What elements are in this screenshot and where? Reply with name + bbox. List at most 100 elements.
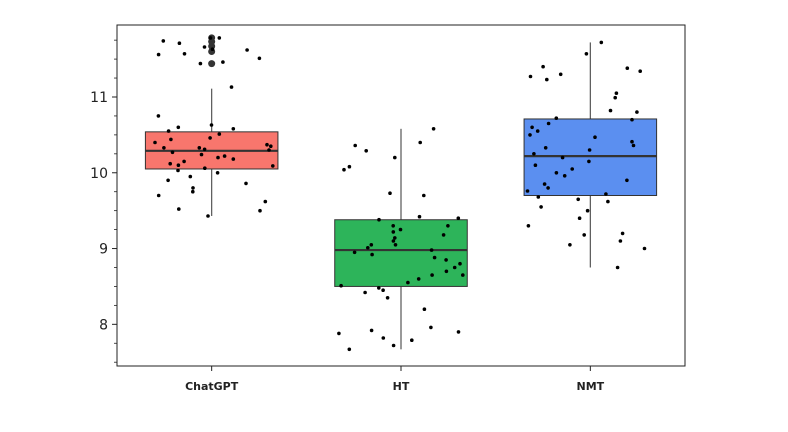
ytick-label: 9 <box>99 242 108 258</box>
axes-layer: ChatGPT HT NMT 8 9 10 11 <box>90 39 605 393</box>
data-point <box>263 199 268 204</box>
outlier-point <box>208 60 216 68</box>
data-point <box>417 214 422 219</box>
data-point <box>398 227 403 232</box>
data-point <box>452 265 457 270</box>
data-point <box>166 129 171 133</box>
data-point <box>168 161 172 166</box>
data-point <box>576 197 580 202</box>
data-point <box>353 143 358 148</box>
data-point <box>170 150 175 155</box>
data-point <box>229 85 234 89</box>
data-point <box>568 243 572 247</box>
data-point <box>613 95 617 100</box>
data-point <box>630 139 634 144</box>
data-point <box>618 239 623 243</box>
data-point <box>620 231 625 236</box>
data-point <box>587 148 592 152</box>
ytick-label: 11 <box>90 90 108 106</box>
data-point <box>625 178 629 183</box>
data-point <box>377 217 381 222</box>
data-point <box>393 236 397 240</box>
data-point <box>391 343 396 348</box>
data-point <box>542 182 547 186</box>
data-point <box>430 273 434 277</box>
data-point <box>528 74 533 79</box>
xtick-label: HT <box>393 380 410 393</box>
data-point <box>638 69 642 73</box>
data-point <box>393 243 398 247</box>
data-point <box>269 144 273 148</box>
data-point <box>217 132 222 136</box>
data-point <box>593 135 597 139</box>
data-point <box>444 258 448 262</box>
data-point <box>642 246 647 251</box>
data-point <box>429 325 433 330</box>
data-point <box>631 143 636 148</box>
data-point <box>258 208 262 213</box>
data-point <box>635 110 639 114</box>
data-point <box>582 233 586 237</box>
data-point <box>418 140 423 145</box>
data-point <box>431 127 436 131</box>
data-point <box>388 191 392 195</box>
data-point <box>456 330 461 334</box>
data-point <box>161 39 166 43</box>
data-point <box>265 142 269 147</box>
box-nmt <box>523 118 658 196</box>
data-point <box>377 286 381 290</box>
data-point <box>541 64 545 69</box>
data-point <box>208 136 212 140</box>
data-point <box>546 121 551 126</box>
data-point <box>245 48 249 52</box>
data-point <box>526 224 531 228</box>
data-point <box>231 127 236 131</box>
data-point <box>615 265 620 270</box>
data-point <box>587 159 591 164</box>
data-point <box>530 125 534 130</box>
data-point <box>577 216 582 220</box>
data-point <box>182 159 186 164</box>
data-point <box>369 243 374 247</box>
ytick-label: 10 <box>90 166 108 182</box>
data-point <box>546 186 550 190</box>
data-point <box>422 193 426 198</box>
data-point <box>535 129 540 133</box>
data-point <box>339 283 343 288</box>
data-point <box>410 338 414 343</box>
data-point <box>554 171 559 175</box>
data-point <box>604 192 608 196</box>
data-point <box>337 331 341 336</box>
data-point <box>570 167 574 171</box>
data-point <box>191 189 195 194</box>
data-point <box>444 269 449 274</box>
data-point <box>156 193 161 198</box>
data-point <box>391 230 396 234</box>
data-point <box>347 347 352 352</box>
data-point <box>416 277 421 281</box>
data-point <box>182 52 187 56</box>
data-point <box>381 336 386 340</box>
data-point <box>210 47 215 51</box>
data-point <box>446 224 450 228</box>
data-point <box>206 214 210 218</box>
data-point <box>156 114 161 118</box>
data-point <box>560 155 565 160</box>
data-point <box>197 146 202 150</box>
data-point <box>366 246 370 250</box>
data-point <box>554 116 559 120</box>
data-point <box>406 280 410 285</box>
data-point <box>342 167 346 172</box>
data-point <box>199 152 204 157</box>
data-point <box>177 41 182 45</box>
data-point <box>176 163 181 167</box>
xtick-label: NMT <box>577 380 605 393</box>
data-point <box>599 40 604 45</box>
data-point <box>441 233 446 237</box>
data-point <box>545 77 549 82</box>
ytick-label: 8 <box>99 317 108 333</box>
data-point <box>177 207 181 211</box>
data-point <box>381 288 385 293</box>
data-point <box>271 164 275 168</box>
data-point <box>363 290 367 295</box>
